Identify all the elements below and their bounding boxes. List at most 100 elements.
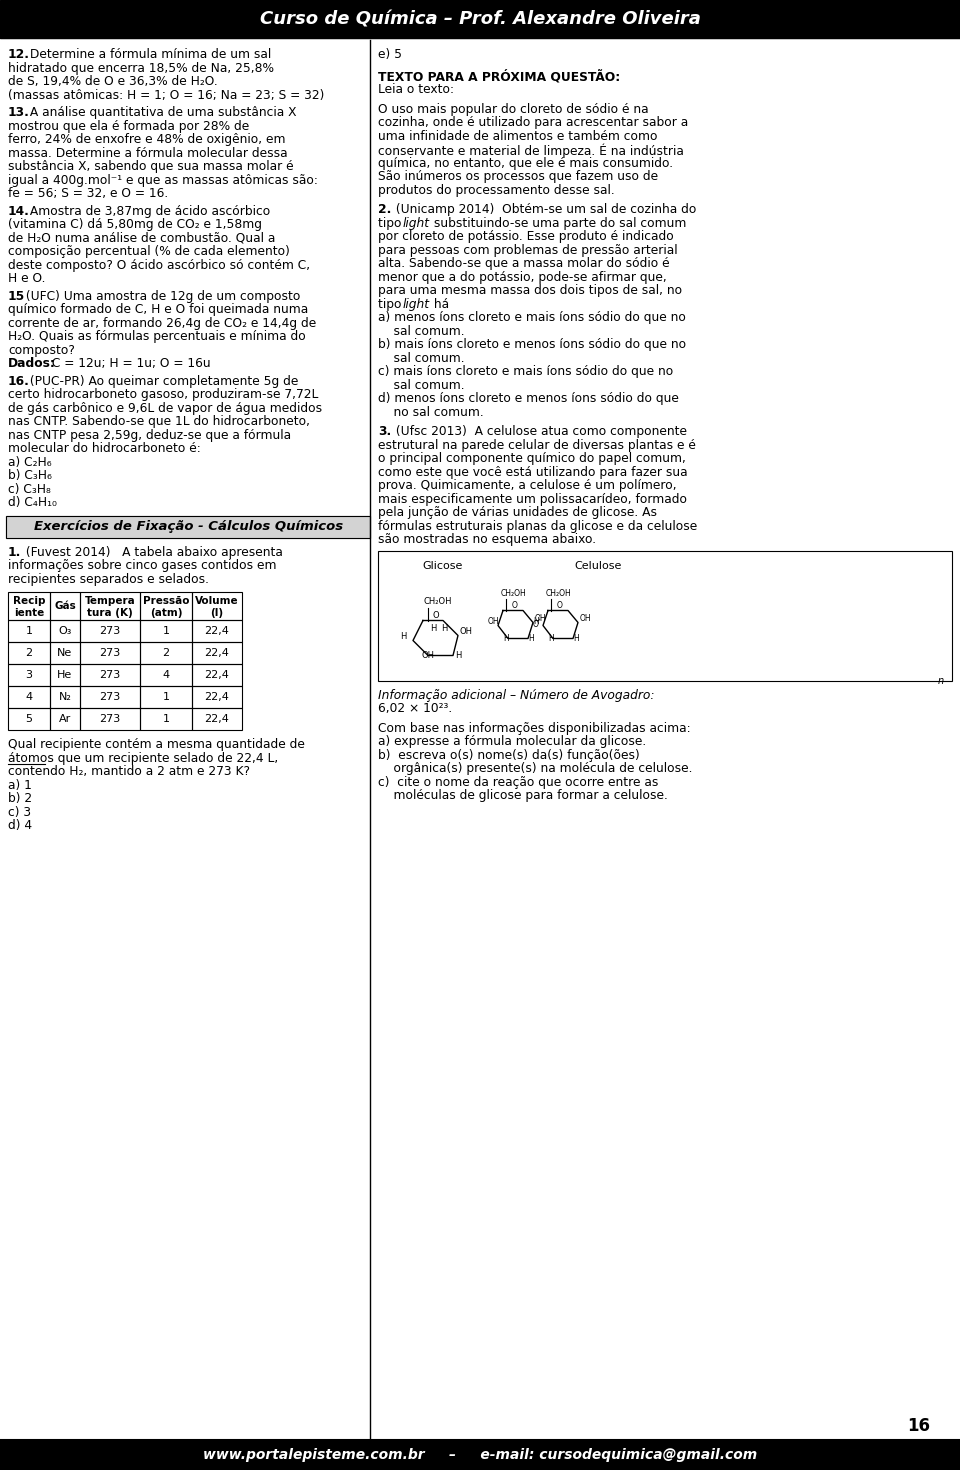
Text: 5: 5 bbox=[26, 714, 33, 725]
Text: Exercícios de Fixação - Cálculos Químicos: Exercícios de Fixação - Cálculos Químico… bbox=[35, 520, 344, 534]
Bar bbox=[50, 620, 80, 642]
Text: (UFC) Uma amostra de 12g de um composto: (UFC) Uma amostra de 12g de um composto bbox=[22, 290, 300, 303]
Text: informações sobre cinco gases contidos em: informações sobre cinco gases contidos e… bbox=[8, 559, 276, 572]
Text: Ar: Ar bbox=[59, 714, 71, 725]
Text: O₃: O₃ bbox=[59, 626, 72, 637]
Bar bbox=[140, 709, 192, 731]
Bar bbox=[80, 620, 140, 642]
Text: d) 4: d) 4 bbox=[8, 819, 32, 832]
Text: 22,4: 22,4 bbox=[204, 714, 229, 725]
Text: átomos que um recipiente selado de 22,4 L,: átomos que um recipiente selado de 22,4 … bbox=[8, 751, 278, 764]
Text: H: H bbox=[573, 634, 579, 642]
Bar bbox=[50, 709, 80, 731]
Text: 22,4: 22,4 bbox=[204, 670, 229, 681]
Bar bbox=[192, 592, 242, 620]
Text: b) C₃H₆: b) C₃H₆ bbox=[8, 469, 52, 482]
Text: H₂O. Quais as fórmulas percentuais e mínima do: H₂O. Quais as fórmulas percentuais e mín… bbox=[8, 329, 305, 343]
Text: O uso mais popular do cloreto de sódio é na: O uso mais popular do cloreto de sódio é… bbox=[378, 103, 649, 116]
Text: 2: 2 bbox=[162, 648, 170, 659]
Text: sal comum.: sal comum. bbox=[378, 325, 465, 338]
Text: CH₂OH: CH₂OH bbox=[546, 588, 572, 597]
Text: a) menos íons cloreto e mais íons sódio do que no: a) menos íons cloreto e mais íons sódio … bbox=[378, 312, 685, 323]
Text: a) expresse a fórmula molecular da glicose.: a) expresse a fórmula molecular da glico… bbox=[378, 735, 646, 748]
Text: Com base nas informações disponibilizadas acima:: Com base nas informações disponibilizada… bbox=[378, 722, 690, 735]
Bar bbox=[140, 592, 192, 620]
Text: Tempera: Tempera bbox=[84, 595, 135, 606]
Text: conservante e material de limpeza. É na indústria: conservante e material de limpeza. É na … bbox=[378, 143, 684, 157]
Text: OH: OH bbox=[460, 626, 473, 635]
Bar bbox=[80, 592, 140, 620]
Bar bbox=[8, 592, 50, 620]
Text: H: H bbox=[455, 651, 462, 660]
Bar bbox=[50, 664, 80, 686]
Text: Curso de Química – Prof. Alexandre Oliveira: Curso de Química – Prof. Alexandre Olive… bbox=[259, 10, 701, 28]
Text: 12.: 12. bbox=[8, 49, 30, 60]
Text: nas CNTP. Sabendo-se que 1L do hidrocarboneto,: nas CNTP. Sabendo-se que 1L do hidrocarb… bbox=[8, 415, 310, 428]
Bar bbox=[50, 686, 80, 709]
Bar bbox=[192, 642, 242, 664]
Bar bbox=[0, 0, 960, 38]
Text: alta. Sabendo-se que a massa molar do sódio é: alta. Sabendo-se que a massa molar do só… bbox=[378, 257, 670, 270]
Text: 273: 273 bbox=[100, 692, 121, 703]
Text: molecular do hidrocarboneto é:: molecular do hidrocarboneto é: bbox=[8, 442, 201, 456]
Text: mostrou que ela é formada por 28% de: mostrou que ela é formada por 28% de bbox=[8, 119, 250, 132]
Bar bbox=[50, 592, 80, 620]
Text: 2: 2 bbox=[25, 648, 33, 659]
Text: Dados:: Dados: bbox=[8, 357, 56, 370]
Bar bbox=[0, 1441, 960, 1470]
Text: para uma mesma massa dos dois tipos de sal, no: para uma mesma massa dos dois tipos de s… bbox=[378, 284, 683, 297]
Text: OH: OH bbox=[421, 651, 434, 660]
Text: 3.: 3. bbox=[378, 425, 392, 438]
Text: por cloreto de potássio. Esse produto é indicado: por cloreto de potássio. Esse produto é … bbox=[378, 229, 674, 243]
Text: OH: OH bbox=[535, 613, 546, 622]
Text: light: light bbox=[403, 216, 430, 229]
Text: e) 5: e) 5 bbox=[378, 49, 402, 60]
Text: OH: OH bbox=[488, 616, 499, 626]
Text: orgânica(s) presente(s) na molécula de celulose.: orgânica(s) presente(s) na molécula de c… bbox=[378, 761, 692, 775]
Text: c) mais íons cloreto e mais íons sódio do que no: c) mais íons cloreto e mais íons sódio d… bbox=[378, 365, 673, 378]
Bar bbox=[192, 709, 242, 731]
Text: c) 3: c) 3 bbox=[8, 806, 31, 819]
Text: c) C₃H₈: c) C₃H₈ bbox=[8, 482, 51, 495]
Text: deste composto? O ácido ascórbico só contém C,: deste composto? O ácido ascórbico só con… bbox=[8, 259, 310, 272]
Bar bbox=[8, 664, 50, 686]
Text: O: O bbox=[557, 601, 563, 610]
Bar bbox=[8, 642, 50, 664]
Text: 22,4: 22,4 bbox=[204, 648, 229, 659]
Text: produtos do processamento desse sal.: produtos do processamento desse sal. bbox=[378, 184, 614, 197]
Text: pela junção de várias unidades de glicose. As: pela junção de várias unidades de glicos… bbox=[378, 506, 657, 519]
Text: 273: 273 bbox=[100, 670, 121, 681]
Text: São inúmeros os processos que fazem uso de: São inúmeros os processos que fazem uso … bbox=[378, 171, 659, 182]
Text: H: H bbox=[503, 634, 509, 642]
Text: nas CNTP pesa 2,59g, deduz-se que a fórmula: nas CNTP pesa 2,59g, deduz-se que a fórm… bbox=[8, 428, 291, 441]
Text: H e O.: H e O. bbox=[8, 272, 45, 285]
Text: corrente de ar, formando 26,4g de CO₂ e 14,4g de: corrente de ar, formando 26,4g de CO₂ e … bbox=[8, 316, 316, 329]
Text: Leia o texto:: Leia o texto: bbox=[378, 82, 454, 96]
Bar bbox=[140, 686, 192, 709]
Text: 1: 1 bbox=[162, 692, 170, 703]
Text: ferro, 24% de enxofre e 48% de oxigênio, em: ferro, 24% de enxofre e 48% de oxigênio,… bbox=[8, 132, 285, 146]
Bar bbox=[140, 620, 192, 642]
Text: (vitamina C) dá 5,80mg de CO₂ e 1,58mg: (vitamina C) dá 5,80mg de CO₂ e 1,58mg bbox=[8, 218, 262, 231]
Bar bbox=[80, 686, 140, 709]
Text: 16.: 16. bbox=[8, 375, 30, 388]
Text: N₂: N₂ bbox=[59, 692, 71, 703]
Text: mais especificamente um polissacarídeo, formado: mais especificamente um polissacarídeo, … bbox=[378, 492, 687, 506]
Text: n: n bbox=[938, 676, 944, 685]
Bar bbox=[80, 664, 140, 686]
Text: d) C₄H₁₀: d) C₄H₁₀ bbox=[8, 495, 57, 509]
Text: (Unicamp 2014)  Obtém-se um sal de cozinha do: (Unicamp 2014) Obtém-se um sal de cozinh… bbox=[392, 203, 696, 216]
Text: uma infinidade de alimentos e também como: uma infinidade de alimentos e também com… bbox=[378, 129, 658, 143]
Text: Ne: Ne bbox=[58, 648, 73, 659]
Bar bbox=[140, 642, 192, 664]
Text: fórmulas estruturais planas da glicose e da celulose: fórmulas estruturais planas da glicose e… bbox=[378, 519, 697, 532]
Text: sal comum.: sal comum. bbox=[378, 351, 465, 365]
Text: são mostradas no esquema abaixo.: são mostradas no esquema abaixo. bbox=[378, 534, 596, 545]
Text: tura (K): tura (K) bbox=[87, 609, 132, 617]
Text: igual a 400g.mol⁻¹ e que as massas atômicas são:: igual a 400g.mol⁻¹ e que as massas atômi… bbox=[8, 173, 318, 187]
Text: de S, 19,4% de O e 36,3% de H₂O.: de S, 19,4% de O e 36,3% de H₂O. bbox=[8, 75, 218, 88]
Text: 1.: 1. bbox=[8, 545, 21, 559]
Text: c)  cite o nome da reação que ocorre entre as: c) cite o nome da reação que ocorre entr… bbox=[378, 776, 659, 788]
Text: (Fuvest 2014)   A tabela abaixo apresenta: (Fuvest 2014) A tabela abaixo apresenta bbox=[22, 545, 283, 559]
Bar bbox=[8, 709, 50, 731]
